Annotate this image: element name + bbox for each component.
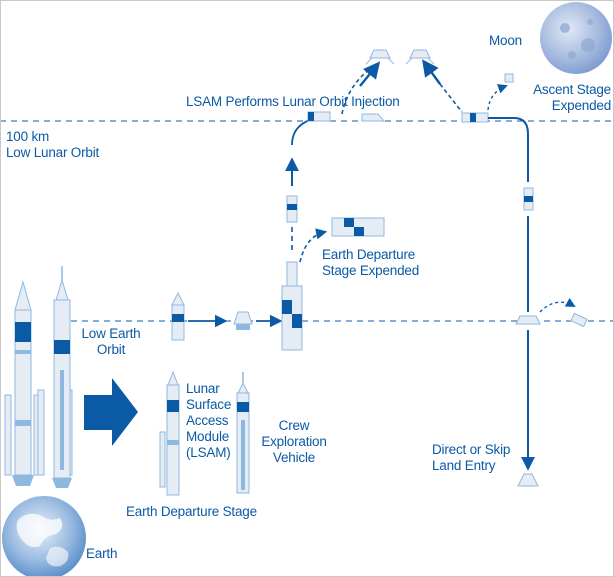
- label-direct-or-skip-land-entry: Direct or Skip Land Entry: [432, 442, 511, 473]
- heavy-lift-rocket-icon: [4, 280, 41, 486]
- label-earth-departure-stage-expended: Earth Departure Stage Expended: [322, 247, 420, 278]
- crew-exploration-vehicle-icon: [307, 111, 331, 122]
- earth-departure-stage-icon: [281, 261, 303, 351]
- label-lunar-orbit-injection: LSAM Performs Lunar Orbit Injection: [186, 94, 400, 109]
- crew-exploration-vehicle-icon: [236, 372, 250, 494]
- lsam-icon: [405, 49, 435, 65]
- earth-icon: [2, 496, 86, 577]
- lsam-descent-arrow: [359, 61, 381, 87]
- label-lsam: Lunar Surface Access Module (LSAM): [186, 381, 232, 460]
- ascent-stage-jettison-arrow: [487, 84, 508, 111]
- capsule-icon: [517, 473, 539, 487]
- earth-departure-stage-icon: [331, 217, 385, 237]
- label-crew-exploration-vehicle: Crew Exploration Vehicle: [261, 418, 327, 465]
- label-ascent-stage-expended: Ascent Stage Expended: [533, 82, 611, 113]
- ascent-stage-icon: [504, 73, 514, 83]
- label-moon: Moon: [489, 33, 522, 48]
- capsule-icon: [233, 311, 253, 330]
- crew-exploration-vehicle-icon: [523, 187, 534, 211]
- label-low-earth-orbit: Low Earth Orbit: [81, 326, 141, 357]
- label-low-lunar-orbit: 100 km Low Lunar Orbit: [6, 129, 100, 160]
- label-earth-departure-stage: Earth Departure Stage: [126, 504, 257, 519]
- label-earth: Earth: [86, 546, 118, 561]
- capsule-icon: [361, 113, 386, 122]
- lunar-approach-path: [291, 117, 317, 146]
- service-module-icon: [570, 312, 588, 328]
- crew-exploration-vehicle-icon: [461, 112, 489, 123]
- capsule-icon: [515, 315, 541, 325]
- eds-jettison-arrow: [299, 228, 328, 263]
- earth-departure-stage-icon: [159, 370, 180, 496]
- service-module-jettison-arrow: [539, 297, 576, 313]
- moon-icon: [540, 2, 612, 74]
- crew-launch-rocket-icon: [37, 266, 73, 488]
- trans-earth-path: [488, 117, 529, 182]
- lsam-ascent-arrow: [422, 59, 441, 85]
- lsam-icon: [365, 49, 395, 65]
- lsam-icon: [171, 291, 185, 341]
- lsam-ascent-path: [439, 83, 463, 113]
- direction-arrow-icon: [84, 378, 138, 446]
- lsam-descent-path: [341, 65, 375, 115]
- lsam-icon: [286, 195, 298, 223]
